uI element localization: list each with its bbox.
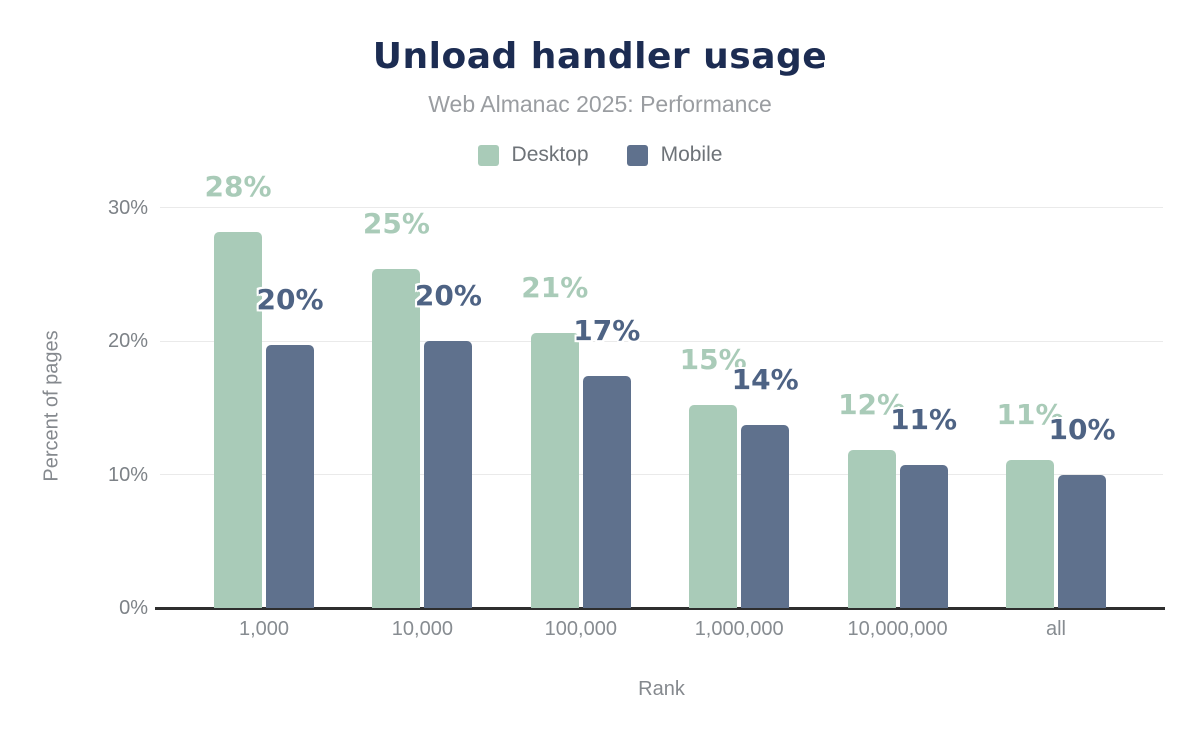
y-tick-label-20: 20% (107, 330, 148, 352)
bar-mobile-5 (899, 465, 948, 608)
value-label-desktop-6: 11% (996, 397, 1064, 431)
value-label-mobile-2: 20% (414, 279, 482, 312)
x-axis-title: Rank (638, 678, 685, 700)
bar-mobile-6 (1058, 474, 1106, 608)
bar-desktop-6 (1006, 459, 1054, 608)
bar-mobile-3 (582, 375, 631, 608)
x-tick-label-5: 10,000,000 (847, 618, 948, 640)
bar-desktop-4 (689, 405, 738, 608)
value-label-desktop-5: 12% (838, 388, 906, 422)
legend-label-desktop: Desktop (511, 143, 589, 166)
bar-desktop-1 (214, 231, 262, 608)
x-tick-label-3: 100,000 (544, 618, 617, 640)
x-tick-label-2: 10,000 (391, 618, 453, 640)
value-label-desktop-3: 21% (521, 270, 589, 304)
legend-swatch-mobile-icon (626, 144, 648, 166)
value-label-desktop-2: 25% (362, 206, 430, 240)
gridline-30 (160, 207, 1163, 208)
y-tick-label-30: 30% (107, 196, 148, 219)
y-axis-title: Percent of pages (40, 330, 63, 482)
bar-desktop-2 (372, 268, 421, 608)
chart-title: Unload handler usage (372, 36, 828, 77)
legend-item-mobile: Mobile (626, 143, 723, 167)
chart-subtitle: Web Almanac 2025: Performance (428, 91, 772, 117)
y-tick-label-10: 10% (107, 463, 148, 486)
x-axis-line (155, 607, 1165, 610)
bar-desktop-3 (530, 332, 579, 608)
legend-label-mobile: Mobile (660, 143, 723, 166)
value-label-desktop-1: 28% (204, 169, 272, 203)
value-label-mobile-1: 20% (256, 283, 324, 316)
value-label-mobile-3: 17% (573, 313, 641, 347)
value-label-mobile-6: 10% (1048, 412, 1116, 446)
legend-item-desktop: Desktop (477, 143, 589, 167)
x-tick-label-1: 1,000 (238, 618, 290, 640)
x-tick-label-4: 1,000,000 (694, 618, 784, 640)
bar-mobile-2 (424, 341, 473, 608)
legend-swatch-desktop-icon (477, 144, 499, 166)
legend: Desktop Mobile (0, 143, 1200, 167)
y-tick-label-0: 0% (119, 597, 148, 619)
value-label-mobile-4: 14% (731, 363, 799, 397)
x-tick-label-6: all (1045, 618, 1066, 640)
value-label-mobile-5: 11% (890, 403, 958, 437)
bar-mobile-1 (266, 345, 314, 608)
gridline-20 (160, 340, 1163, 342)
value-label-desktop-4: 15% (679, 343, 747, 377)
bar-desktop-5 (847, 450, 896, 608)
bar-mobile-4 (741, 425, 790, 608)
gridline-10 (160, 474, 1163, 475)
